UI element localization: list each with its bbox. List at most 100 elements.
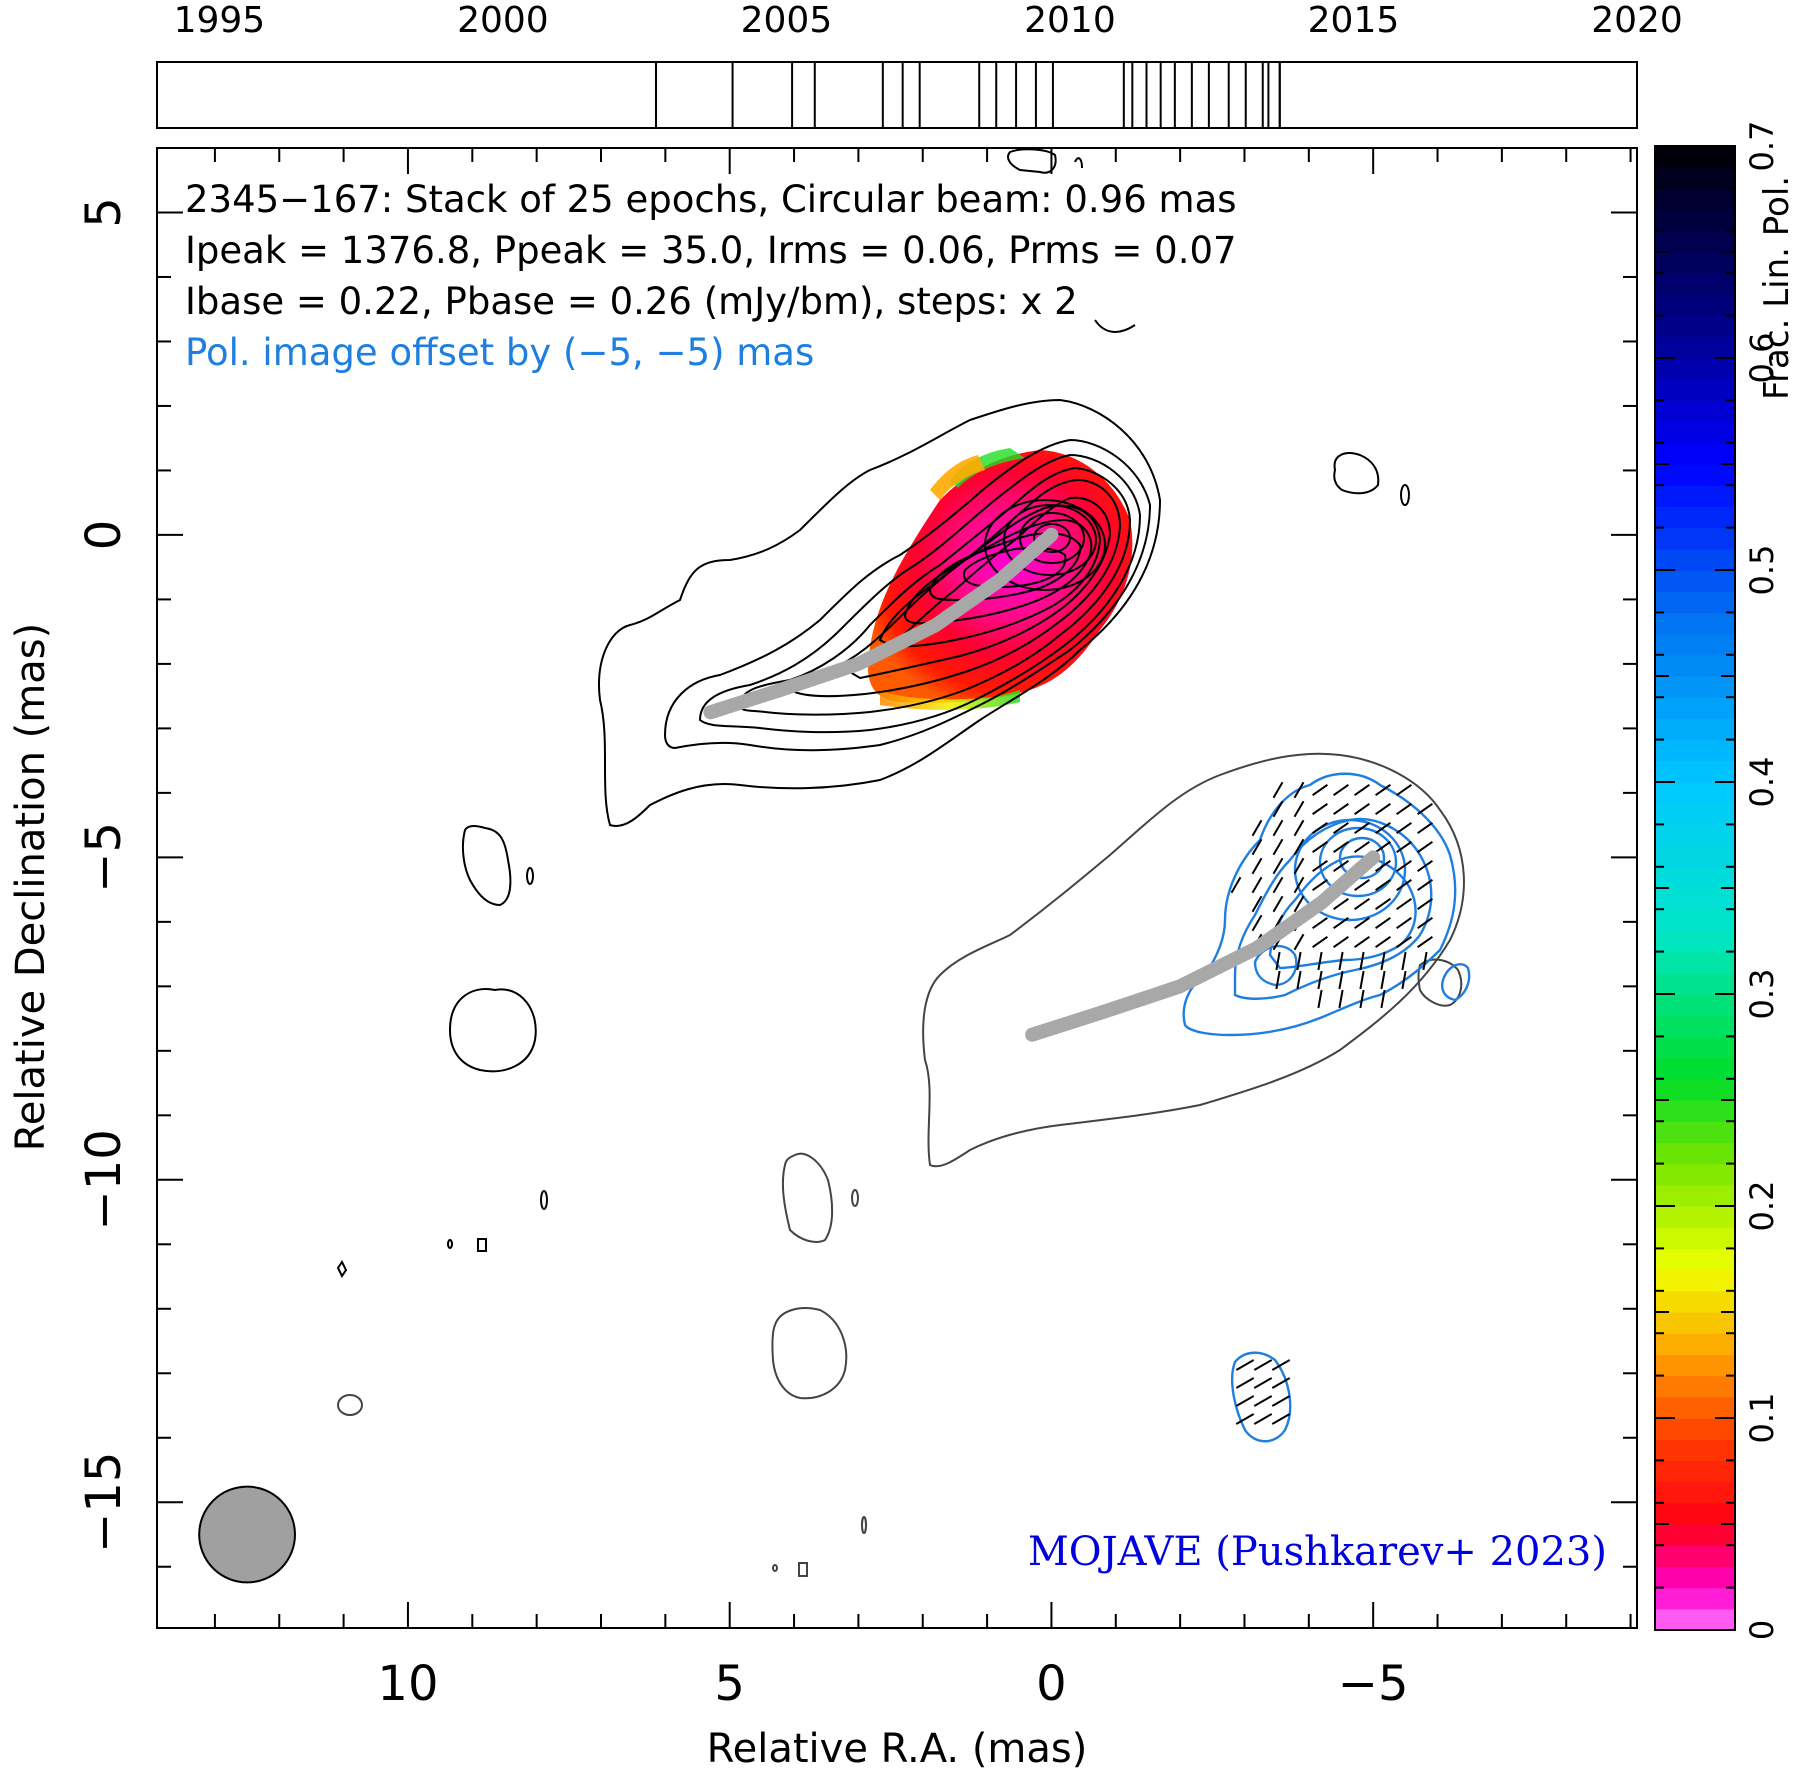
evpa-tick — [1396, 916, 1412, 930]
evpa-tick — [1422, 951, 1428, 971]
evpa-tick — [1312, 916, 1328, 930]
colorbar-cell — [1655, 1142, 1735, 1165]
evpa-tick — [1317, 970, 1323, 990]
timeline-ticks: 1995 2000 2005 2010 2015 2020 — [174, 0, 1683, 41]
evpa-tick — [1235, 1377, 1255, 1389]
offset-note: Pol. image offset by (−5, −5) mas — [185, 331, 814, 374]
evpa-tick — [1417, 897, 1433, 911]
colorbar-cell — [1655, 442, 1735, 465]
evpa-tick — [1235, 1359, 1255, 1371]
evpa-tick — [1275, 970, 1281, 990]
colorbar-cell — [1655, 209, 1735, 232]
evpa-tick — [1293, 819, 1305, 837]
evpa-tick — [1354, 840, 1370, 854]
evpa-tick — [1293, 838, 1305, 856]
evpa-tick — [1375, 878, 1391, 892]
colorbar-cell — [1655, 1290, 1735, 1313]
evpa-tick — [1235, 1413, 1255, 1425]
y-tick-label: 5 — [76, 197, 132, 228]
evpa-tick — [1396, 840, 1412, 854]
colorbar-cell — [1655, 273, 1735, 295]
evpa-tick — [1272, 857, 1284, 875]
colorbar-cell — [1655, 570, 1735, 592]
evpa-tick — [1271, 1359, 1291, 1371]
x-tick-label: 10 — [377, 1656, 438, 1712]
evpa-tick — [1251, 857, 1263, 875]
evpa-tick — [1354, 897, 1370, 911]
evpa-tick — [1354, 783, 1370, 797]
colorbar-cell — [1655, 760, 1735, 783]
evpa-tick — [1293, 857, 1305, 875]
evpa-tick — [1333, 840, 1349, 854]
evpa-tick — [1338, 951, 1344, 971]
colorbar-cell — [1655, 1206, 1735, 1228]
evpa-tick — [1417, 916, 1433, 930]
y-tick-label: −15 — [76, 1452, 132, 1553]
evpa-tick — [1396, 783, 1412, 797]
colorbar-cell — [1655, 400, 1735, 423]
title-line-2: Ipeak = 1376.8, Ppeak = 35.0, Irms = 0.0… — [185, 229, 1237, 272]
evpa-tick — [1251, 876, 1263, 894]
colorbar-cell — [1655, 336, 1735, 359]
colorbar-cell — [1655, 994, 1735, 1016]
evpa-tick — [1396, 935, 1412, 949]
evpa-tick — [1375, 897, 1391, 911]
evpa-tick — [1235, 1395, 1255, 1407]
x-axis-label: Relative R.A. (mas) — [707, 1726, 1088, 1772]
colorbar-cell — [1655, 1608, 1735, 1631]
evpa-tick — [1312, 840, 1328, 854]
evpa-tick — [1375, 802, 1391, 816]
jet-ridge-lines — [703, 527, 1381, 1042]
evpa-tick — [1333, 935, 1349, 949]
colorbar-tick-label: 0.7 — [1743, 121, 1781, 172]
intensity-contours — [336, 148, 1410, 1278]
evpa-tick — [1312, 821, 1328, 835]
colorbar-cell — [1655, 1100, 1735, 1122]
colorbar-cell — [1655, 294, 1735, 317]
y-tick-label: −5 — [76, 822, 132, 893]
y-axis-label: Relative Declination (mas) — [8, 623, 54, 1151]
timeline-tick-label: 2015 — [1308, 0, 1400, 41]
evpa-tick — [1271, 1377, 1291, 1389]
evpa-tick — [1417, 878, 1433, 892]
x-tick-labels: 10 5 0 −5 — [377, 1656, 1408, 1712]
timeline-epochs — [655, 62, 1281, 128]
colorbar-gradient — [1655, 146, 1735, 1631]
evpa-tick — [1317, 989, 1323, 1009]
colorbar-cell — [1655, 697, 1735, 719]
colorbar-cell — [1655, 845, 1735, 868]
evpa-tick — [1417, 859, 1433, 873]
title-line-3: Ibase = 0.22, Pbase = 0.26 (mJy/bm), ste… — [185, 280, 1078, 323]
header-text: 2345−167: Stack of 25 epochs, Circular b… — [185, 178, 1237, 374]
ridge-line-offset — [1025, 850, 1381, 1042]
colorbar-cell — [1655, 1439, 1735, 1461]
y-tick-labels: 5 0 −5 −10 −15 — [76, 197, 132, 1553]
colorbar-tick-label: 0 — [1743, 1620, 1781, 1640]
colorbar-cell — [1655, 485, 1735, 507]
evpa-tick — [1251, 895, 1263, 913]
colorbar-tick-label: 0.6 — [1743, 333, 1781, 384]
evpa-tick — [1333, 897, 1349, 911]
colorbar-cell — [1655, 1121, 1735, 1143]
evpa-tick — [1359, 989, 1365, 1009]
evpa-tick — [1253, 1395, 1273, 1407]
colorbar-cell — [1655, 1375, 1735, 1398]
timeline-tick-label: 2000 — [457, 0, 549, 41]
colorbar-cell — [1655, 1354, 1735, 1377]
colorbar-cell — [1655, 230, 1735, 253]
timeline-tick-label: 2020 — [1591, 0, 1683, 41]
colorbar-cell — [1655, 824, 1735, 847]
colorbar-cell — [1655, 739, 1735, 762]
evpa-tick — [1317, 951, 1323, 971]
evpa-tick — [1354, 935, 1370, 949]
evpa-tick — [1417, 802, 1433, 816]
timeline-tick-label: 2010 — [1024, 0, 1116, 41]
evpa-tick — [1338, 970, 1344, 990]
evpa-tick — [1293, 895, 1305, 913]
evpa-tick — [1312, 878, 1328, 892]
evpa-tick — [1312, 802, 1328, 816]
evpa-tick — [1380, 970, 1386, 990]
offset-intensity-contours — [337, 752, 1465, 1577]
x-tick-label: −5 — [1338, 1656, 1409, 1712]
colorbar-cell — [1655, 1015, 1735, 1037]
